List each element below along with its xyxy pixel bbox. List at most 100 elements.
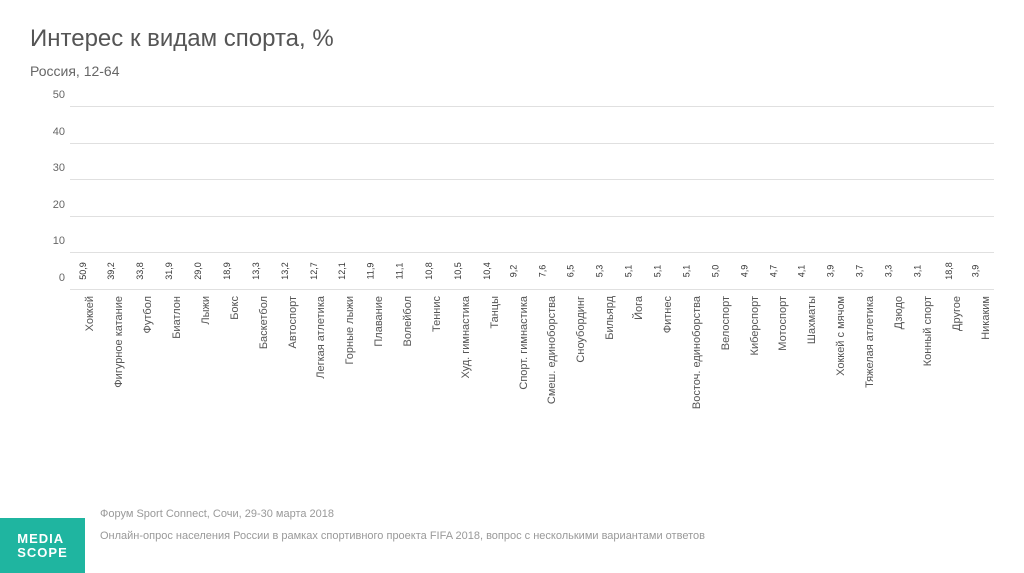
x-label: Смеш. единоборства: [546, 296, 558, 404]
bar-value: 3,9: [970, 265, 980, 278]
bar-value: 13,3: [251, 262, 261, 280]
x-label-slot: Тяжелая атлетика: [850, 290, 879, 420]
x-label-slot: Биатлон: [157, 290, 186, 420]
x-label: Сноубординг: [575, 296, 587, 363]
footer: MEDIA SCOPE Форум Sport Connect, Сочи, 2…: [0, 503, 1024, 573]
x-label: Горные лыжи: [344, 296, 356, 364]
plot-area: 50,939,233,831,929,018,913,313,212,712,1…: [70, 100, 994, 290]
x-label: Тяжелая атлетика: [864, 296, 876, 388]
x-label-slot: Горные лыжи: [330, 290, 359, 420]
x-label-slot: Конный спорт: [907, 290, 936, 420]
x-label: Хоккей: [84, 296, 96, 331]
bar-value: 13,2: [280, 262, 290, 280]
page: Интерес к видам спорта, % Россия, 12-64 …: [0, 0, 1024, 573]
bar-value: 12,1: [337, 262, 347, 280]
bar-value: 5,1: [681, 265, 691, 278]
x-label: Киберспорт: [749, 296, 761, 355]
x-label-slot: Бильярд: [590, 290, 619, 420]
x-label-slot: Хоккей: [70, 290, 99, 420]
x-label: Никаким: [980, 296, 992, 340]
x-label: Шахматы: [806, 296, 818, 344]
footer-line2: Онлайн-опрос населения России в рамках с…: [100, 530, 994, 542]
x-label-slot: Плавание: [359, 290, 388, 420]
bar-value: 39,2: [106, 262, 116, 280]
x-label: Хоккей с мячом: [835, 296, 847, 376]
bar-value: 4,7: [768, 265, 778, 278]
gridline: [70, 179, 994, 180]
x-label: Худ. гимнастика: [460, 296, 472, 379]
bar-value: 4,1: [797, 265, 807, 278]
bar-value: 6,5: [566, 265, 576, 278]
bar-value: 31,9: [164, 262, 174, 280]
y-tick-label: 50: [35, 89, 65, 101]
bar-value: 18,9: [222, 262, 232, 280]
chart-title: Интерес к видам спорта, %: [30, 25, 994, 53]
x-label-slot: Восточ. единоборства: [676, 290, 705, 420]
logo: MEDIA SCOPE: [0, 518, 85, 573]
x-label: Теннис: [431, 296, 443, 332]
x-label: Дзюдо: [893, 296, 905, 329]
x-label-slot: Велоспорт: [705, 290, 734, 420]
bar-value: 50,9: [77, 262, 87, 280]
bar-value: 10,5: [453, 262, 463, 280]
bars-container: 50,939,233,831,929,018,913,313,212,712,1…: [70, 100, 994, 290]
x-label: Фигурное катание: [113, 296, 125, 388]
x-label-slot: Фигурное катание: [99, 290, 128, 420]
x-label: Восточ. единоборства: [691, 296, 703, 409]
bar-value: 12,7: [308, 262, 318, 280]
x-label-slot: Баскетбол: [243, 290, 272, 420]
gridline: [70, 106, 994, 107]
x-label: Плавание: [373, 296, 385, 347]
logo-line2: SCOPE: [17, 545, 68, 560]
bar-value: 3,9: [826, 265, 836, 278]
x-label: Бильярд: [604, 296, 616, 340]
bar-value: 7,6: [537, 265, 547, 278]
x-labels: ХоккейФигурное катаниеФутболБиатлонЛыжиБ…: [70, 290, 994, 420]
bar-value: 5,1: [623, 265, 633, 278]
gridline: [70, 143, 994, 144]
x-label: Футбол: [142, 296, 154, 334]
bar-value: 29,0: [193, 262, 203, 280]
x-label: Другое: [951, 296, 963, 331]
x-label-slot: Волейбол: [388, 290, 417, 420]
bar-value: 5,0: [710, 265, 720, 278]
x-label-slot: Легкая атлетика: [301, 290, 330, 420]
x-label-slot: Бокс: [214, 290, 243, 420]
y-tick-label: 40: [35, 126, 65, 138]
x-label-slot: Лыжи: [186, 290, 215, 420]
footer-text: Форум Sport Connect, Сочи, 29-30 марта 2…: [100, 508, 994, 542]
x-label-slot: Другое: [936, 290, 965, 420]
x-label: Баскетбол: [258, 296, 270, 349]
x-label: Йога: [633, 296, 645, 320]
x-label: Легкая атлетика: [315, 296, 327, 379]
x-label-slot: Танцы: [474, 290, 503, 420]
x-label-slot: Футбол: [128, 290, 157, 420]
x-label-slot: Теннис: [417, 290, 446, 420]
x-label-slot: Худ. гимнастика: [445, 290, 474, 420]
x-label-slot: Сноубординг: [561, 290, 590, 420]
x-label: Танцы: [489, 296, 501, 329]
x-label: Мотоспорт: [777, 296, 789, 351]
gridline: [70, 252, 994, 253]
x-label-slot: Киберспорт: [734, 290, 763, 420]
bar-value: 9,2: [508, 265, 518, 278]
x-label-slot: Дзюдо: [879, 290, 908, 420]
x-label-slot: Хоккей с мячом: [821, 290, 850, 420]
footer-line1: Форум Sport Connect, Сочи, 29-30 марта 2…: [100, 508, 994, 520]
y-tick-label: 20: [35, 199, 65, 211]
chart-subtitle: Россия, 12-64: [30, 63, 994, 79]
y-tick-label: 10: [35, 235, 65, 247]
x-label: Спорт. гимнастика: [518, 296, 530, 390]
x-label-slot: Фитнес: [648, 290, 677, 420]
x-label-slot: Спорт. гимнастика: [503, 290, 532, 420]
bar-value: 5,1: [652, 265, 662, 278]
x-label-slot: Никаким: [965, 290, 994, 420]
logo-text: MEDIA SCOPE: [17, 532, 68, 559]
bar-value: 11,9: [366, 263, 376, 280]
chart: 50,939,233,831,929,018,913,313,212,712,1…: [30, 100, 994, 420]
bar-value: 18,8: [944, 262, 954, 280]
x-label: Биатлон: [171, 296, 183, 339]
x-label-slot: Автоспорт: [272, 290, 301, 420]
bar-value: 10,8: [424, 262, 434, 280]
x-label-slot: Шахматы: [792, 290, 821, 420]
